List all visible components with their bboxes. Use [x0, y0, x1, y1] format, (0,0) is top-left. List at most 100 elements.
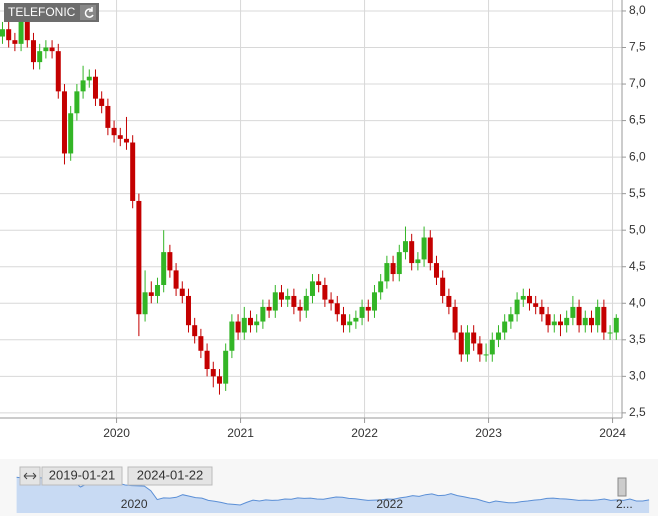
candle-body — [266, 306, 272, 311]
candle-body — [582, 317, 588, 326]
candle-body — [334, 303, 340, 315]
y-tick-label: 7,0 — [629, 76, 646, 90]
y-tick-label: 3,5 — [629, 332, 646, 346]
candle-body — [185, 295, 191, 326]
y-tick-label: 7,5 — [629, 40, 646, 54]
candle-body — [464, 332, 470, 355]
candle-body — [595, 306, 601, 326]
candle-body — [12, 40, 18, 44]
candle-body — [309, 281, 315, 296]
candle-body — [427, 237, 433, 264]
candle-body — [49, 47, 55, 52]
title-box[interactable] — [4, 3, 99, 22]
range-icon — [23, 472, 37, 480]
x-tick-label: 2022 — [351, 426, 378, 440]
candle-body — [477, 343, 483, 355]
candle-body — [588, 317, 594, 326]
candle-body — [80, 80, 86, 92]
candle-body — [260, 306, 266, 322]
candle-body — [61, 91, 67, 154]
candle-body — [452, 306, 458, 333]
candle-body — [402, 241, 408, 253]
candle-body — [365, 306, 371, 311]
x-tick-label: 2021 — [227, 426, 254, 440]
x-tick-label: 2023 — [475, 426, 502, 440]
candle-body — [117, 135, 123, 139]
candle-body — [204, 350, 210, 370]
candle-body — [92, 76, 98, 99]
y-tick-label: 2,5 — [629, 405, 646, 419]
candle-body — [328, 299, 334, 304]
candle-body — [285, 295, 291, 300]
candle-body — [526, 295, 532, 304]
navigator-tick-label: 2022 — [376, 497, 403, 511]
candle-body — [278, 292, 284, 300]
candle-body — [148, 292, 154, 296]
candle-body — [378, 281, 384, 293]
candle-body — [421, 237, 427, 260]
refresh-button[interactable] — [80, 5, 96, 20]
candle-body — [136, 200, 142, 315]
candle-body — [68, 113, 74, 154]
range-start: 2019-01-21 — [49, 467, 116, 482]
candle-body — [502, 321, 508, 333]
candle-body — [384, 263, 390, 282]
candle-body — [613, 317, 619, 333]
y-tick-label: 6,5 — [629, 113, 646, 127]
range-end-box[interactable] — [127, 466, 213, 486]
navigator-tick-label: 2020 — [121, 497, 148, 511]
candle-body — [55, 51, 61, 92]
candle-body — [254, 321, 260, 326]
range-start-box[interactable] — [41, 466, 123, 486]
candle-body — [216, 376, 222, 384]
candle-body — [37, 51, 43, 63]
navigator-handle[interactable] — [617, 477, 627, 497]
candle-body — [130, 142, 136, 201]
candle-body — [18, 21, 24, 44]
candle-body — [111, 127, 117, 136]
candle-body — [30, 40, 36, 63]
candle-body — [533, 303, 539, 307]
candle-body — [86, 76, 92, 81]
candle-body — [545, 314, 551, 326]
candle-body — [353, 317, 359, 322]
candle-body — [123, 138, 129, 143]
x-tick-label: 2020 — [103, 426, 130, 440]
candle-body — [489, 339, 495, 355]
y-tick-label: 4,5 — [629, 259, 646, 273]
candle-body — [322, 285, 328, 300]
candle-body — [409, 241, 415, 264]
y-tick-label: 3,0 — [629, 369, 646, 383]
refresh-icon — [84, 7, 94, 18]
candle-body — [520, 295, 526, 300]
candle-body — [229, 321, 235, 351]
candle-body — [415, 259, 421, 264]
y-tick-label: 5,5 — [629, 186, 646, 200]
candle-body — [440, 277, 446, 296]
candle-body — [0, 29, 5, 37]
navigator: 2020 2022 — [16, 476, 650, 513]
candle-body — [551, 321, 557, 326]
candle-body — [557, 321, 563, 326]
candle-body — [340, 314, 346, 326]
candle-body — [167, 252, 173, 271]
candle-body — [154, 285, 160, 296]
candle-body — [359, 306, 365, 318]
candle-body — [576, 306, 582, 326]
candle-body — [99, 98, 105, 106]
candle-body — [179, 288, 185, 296]
candle-body — [316, 281, 322, 285]
candle-body — [458, 332, 464, 355]
plot-area — [0, 0, 626, 423]
candle-body — [303, 295, 309, 311]
candle-body — [514, 299, 520, 315]
candle-body — [198, 336, 204, 351]
candle-body — [564, 317, 570, 326]
candle-body — [471, 332, 477, 344]
y-tick-label: 5,0 — [629, 222, 646, 236]
range-end: 2024-01-22 — [137, 467, 204, 482]
y-tick-label: 8,0 — [629, 3, 646, 17]
candle-body — [570, 306, 576, 318]
